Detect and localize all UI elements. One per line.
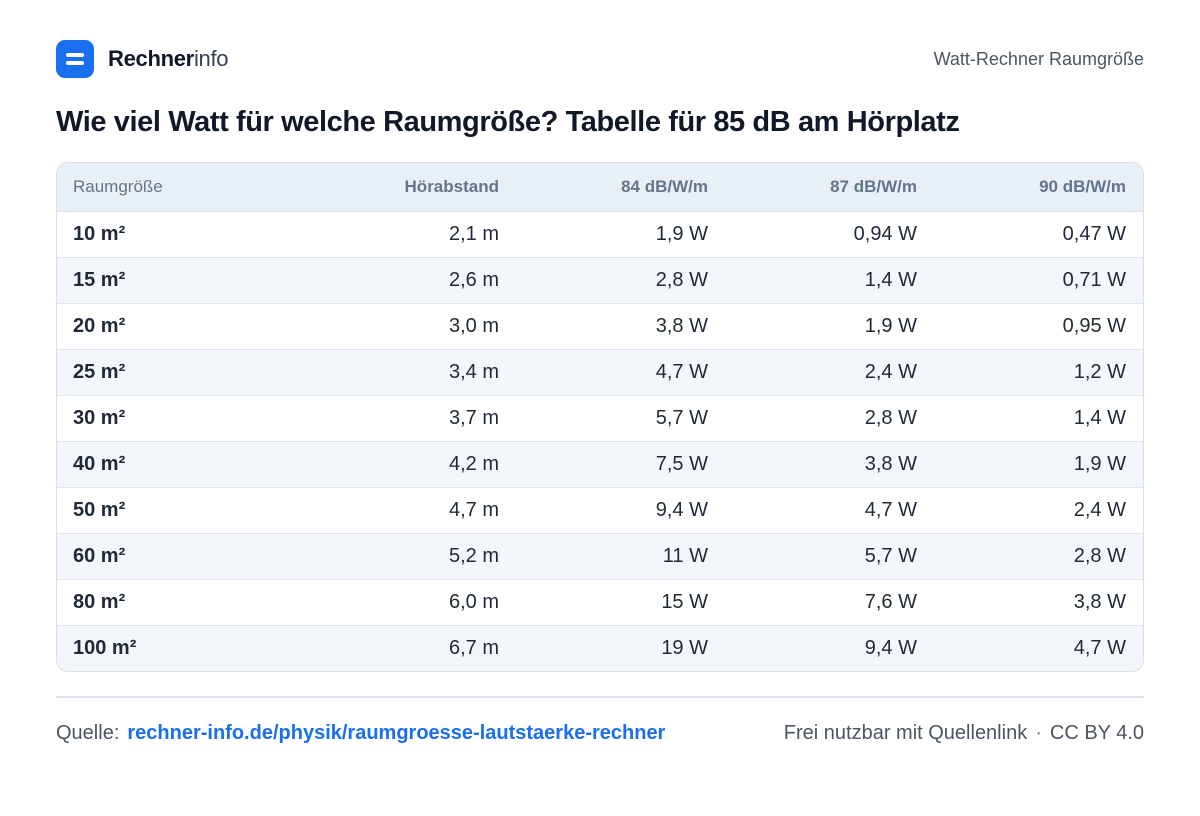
table-cell: 2,4 W	[864, 361, 917, 383]
table-cell: 9,4 W	[655, 499, 708, 521]
license-label: CC BY 4.0	[1049, 722, 1144, 744]
table-cell: 3,8 W	[864, 453, 917, 475]
table-row: 30 m² 3,7 m 5,7 W 2,8 W 1,4 W	[57, 395, 1143, 441]
table-cell: 4,7 W	[655, 361, 708, 383]
table-row: 50 m² 4,7 m 9,4 W 4,7 W 2,4 W	[57, 487, 1143, 533]
table-cell: 100 m²	[73, 637, 137, 659]
table-row: 100 m² 6,7 m 19 W 9,4 W 4,7 W	[57, 625, 1143, 671]
table-row: 60 m² 5,2 m 11 W 5,7 W 2,8 W	[57, 533, 1143, 579]
table-cell: 20 m²	[73, 315, 126, 337]
table-cell: 2,8 W	[864, 407, 917, 429]
table-cell: 4,7 W	[1073, 637, 1126, 659]
source-label: Quelle:	[56, 722, 120, 744]
table-cell: 10 m²	[73, 223, 126, 245]
table-cell: 3,7 m	[448, 407, 499, 429]
table-cell: 2,8 W	[1073, 545, 1126, 567]
table-cell: 19 W	[661, 637, 708, 659]
table-cell: 2,1 m	[448, 223, 499, 245]
table-cell: 3,0 m	[448, 315, 499, 337]
footer: Quelle: rechner-info.de/physik/raumgroess…	[56, 722, 1144, 745]
header-page-label: Watt-Rechner Raumgröße	[933, 48, 1144, 69]
table-cell: 11 W	[662, 545, 708, 567]
table-row: 80 m² 6,0 m 15 W 7,6 W 3,8 W	[57, 579, 1143, 625]
column-header: 90 dB/W/m	[1039, 177, 1126, 196]
table-cell: 3,4 m	[448, 361, 499, 383]
table-cell: 1,2 W	[1073, 361, 1126, 383]
table-cell: 15 m²	[73, 269, 126, 291]
table-row: 20 m² 3,0 m 3,8 W 1,9 W 0,95 W	[57, 303, 1143, 349]
table-cell: 7,5 W	[655, 453, 708, 475]
table-cell: 15 W	[661, 591, 708, 613]
brand-name-light: info	[193, 46, 229, 71]
table-cell: 4,7 W	[864, 499, 917, 521]
source-attribution: Quelle: rechner-info.de/physik/raumgroess…	[56, 722, 665, 745]
table-cell: 7,6 W	[864, 591, 917, 613]
column-header: 84 dB/W/m	[621, 177, 708, 196]
data-table: Raumgröße Hörabstand 84 dB/W/m 87 dB/W/m…	[56, 162, 1144, 672]
brand-name: Rechnerinfo	[108, 46, 229, 72]
footer-divider	[56, 696, 1144, 698]
table-cell: 80 m²	[73, 591, 126, 613]
table-cell: 4,2 m	[448, 453, 499, 475]
table-cell: 1,4 W	[1073, 407, 1126, 429]
table-cell: 50 m²	[73, 499, 126, 521]
table-row: 10 m² 2,1 m 1,9 W 0,94 W 0,47 W	[57, 211, 1143, 257]
table-cell: 6,0 m	[448, 591, 499, 613]
menu-logo-icon	[56, 40, 94, 78]
brand-logo[interactable]: Rechnerinfo	[56, 40, 229, 78]
table-body: 10 m² 2,1 m 1,9 W 0,94 W 0,47 W 15 m² 2,6 m 2,8…	[57, 211, 1143, 671]
table-cell: 25 m²	[73, 361, 126, 383]
table-cell: 1,9 W	[1073, 453, 1126, 475]
table-cell: 30 m²	[73, 407, 126, 429]
separator-dot: ·	[1035, 722, 1042, 744]
license-info: Frei nutzbar mit Quellenlink · CC BY 4.0	[784, 722, 1144, 745]
brand-name-strong: Rechner	[108, 46, 194, 71]
source-link[interactable]: rechner-info.de/physik/raumgroesse-lauts…	[127, 722, 666, 744]
table-cell: 3,8 W	[655, 315, 708, 337]
table-cell: 9,4 W	[864, 637, 917, 659]
table-cell: 1,4 W	[864, 269, 917, 291]
table-row: 15 m² 2,6 m 2,8 W 1,4 W 0,71 W	[57, 257, 1143, 303]
table-cell: 1,9 W	[864, 315, 917, 337]
table-cell: 4,7 m	[448, 499, 499, 521]
table-cell: 2,6 m	[448, 269, 499, 291]
column-header: 87 dB/W/m	[830, 177, 917, 196]
table-cell: 2,4 W	[1073, 499, 1126, 521]
usage-note: Frei nutzbar mit Quellenlink	[783, 722, 1028, 744]
table-cell: 60 m²	[73, 545, 126, 567]
table-cell: 5,7 W	[864, 545, 917, 567]
column-header: Raumgröße	[73, 177, 163, 196]
table-cell: 0,47 W	[1062, 223, 1126, 245]
table-cell: 0,94 W	[853, 223, 917, 245]
table-cell: 40 m²	[73, 453, 126, 475]
page-header: Rechnerinfo Watt-Rechner Raumgröße	[56, 40, 1144, 78]
table-cell: 5,2 m	[448, 545, 499, 567]
table-header-row: Raumgröße Hörabstand 84 dB/W/m 87 dB/W/m…	[57, 163, 1143, 211]
table-cell: 0,95 W	[1062, 315, 1126, 337]
table-row: 25 m² 3,4 m 4,7 W 2,4 W 1,2 W	[57, 349, 1143, 395]
page-title: Wie viel Watt für welche Raumgröße? Tabe…	[56, 106, 960, 138]
table-cell: 5,7 W	[655, 407, 708, 429]
table-cell: 1,9 W	[655, 223, 708, 245]
table-cell: 6,7 m	[448, 637, 499, 659]
column-header: Hörabstand	[404, 177, 499, 196]
table-cell: 2,8 W	[655, 269, 708, 291]
table-cell: 3,8 W	[1073, 591, 1126, 613]
table-row: 40 m² 4,2 m 7,5 W 3,8 W 1,9 W	[57, 441, 1143, 487]
table-cell: 0,71 W	[1062, 269, 1126, 291]
